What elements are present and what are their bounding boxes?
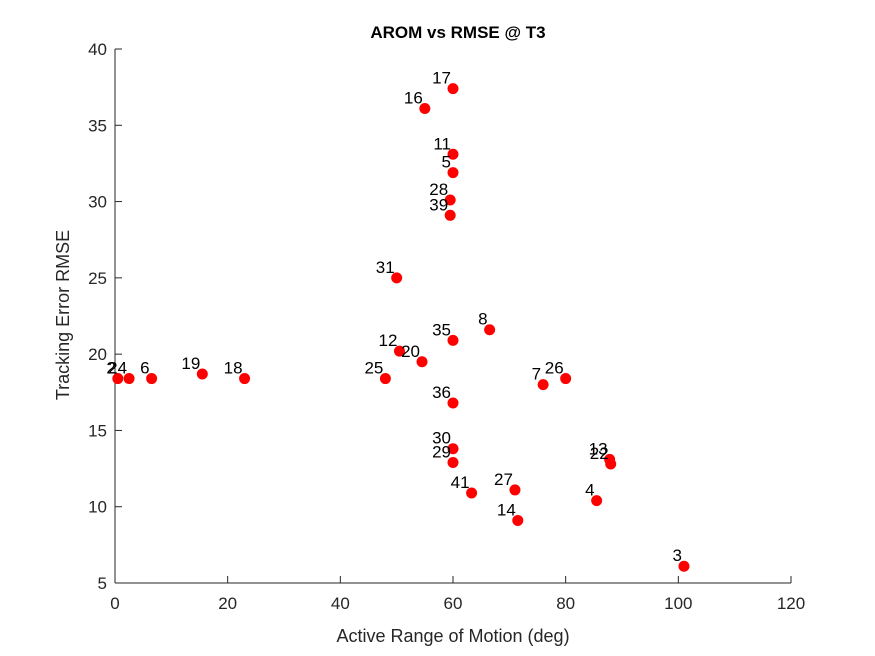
data-point [447,334,459,346]
point-label: 22 [590,444,609,463]
point-label: 4 [585,481,594,500]
point-label: 29 [432,442,451,461]
data-point [393,345,405,357]
y-tick-label: 40 [88,40,107,59]
x-tick-label: 100 [664,594,692,613]
point-label: 12 [379,331,398,350]
x-tick-label: 120 [777,594,805,613]
point-label: 39 [429,195,448,214]
point-label: 8 [478,310,487,329]
data-point [444,194,456,206]
point-label: 30 [432,429,451,448]
point-label: 27 [494,470,513,489]
y-axis-label: Tracking Error RMSE [53,230,73,400]
data-point [419,103,431,115]
point-label: 36 [432,383,451,402]
data-point [560,373,572,385]
data-point [447,443,459,455]
y-tick-label: 25 [88,269,107,288]
point-label: 7 [532,365,541,384]
x-tick-label: 60 [444,594,463,613]
data-point [447,456,459,468]
data-point [484,324,496,336]
point-label: 6 [140,359,149,378]
x-tick-label: 0 [110,594,119,613]
point-label: 2 [106,359,115,378]
point-label: 26 [545,359,564,378]
y-tick-label: 35 [88,116,107,135]
point-label: 3 [672,546,681,565]
data-point [112,373,124,385]
data-point [605,458,617,470]
data-point [512,514,524,526]
point-label: 16 [404,89,423,108]
point-label: 25 [364,359,383,378]
data-point [379,373,391,385]
data-point [196,368,208,380]
data-point [123,373,135,385]
point-label: 20 [401,342,420,361]
point-label: 14 [497,500,516,519]
point-label: 35 [432,320,451,339]
data-point [447,167,459,179]
chart-title: AROM vs RMSE @ T3 [370,23,545,42]
point-label: 31 [376,258,395,277]
point-label: 5 [442,153,451,172]
data-point [447,148,459,160]
y-tick-label: 5 [98,574,107,593]
x-axis-label: Active Range of Motion (deg) [336,626,569,646]
data-point [678,560,690,572]
point-label: 41 [451,473,470,492]
data-point [466,487,478,499]
x-tick-label: 20 [218,594,237,613]
data-point [447,83,459,95]
point-label: 11 [433,134,451,153]
data-point [591,495,603,507]
point-label: 19 [181,354,200,373]
x-tick-label: 40 [331,594,350,613]
point-label: 13 [589,439,608,458]
y-tick-label: 10 [88,498,107,517]
x-tick-label: 80 [556,594,575,613]
data-point [416,356,428,368]
y-tick-label: 30 [88,193,107,212]
data-point [391,272,403,284]
point-label: 17 [432,69,451,88]
y-tick-label: 15 [88,421,107,440]
data-point [444,209,456,221]
point-label: 24 [108,359,127,378]
data-point [509,484,521,496]
data-point [447,397,459,409]
y-tick-label: 20 [88,345,107,364]
point-label: 18 [224,359,243,378]
data-point [537,379,549,391]
data-point [239,373,251,385]
data-point [146,373,158,385]
point-label: 28 [429,180,448,199]
